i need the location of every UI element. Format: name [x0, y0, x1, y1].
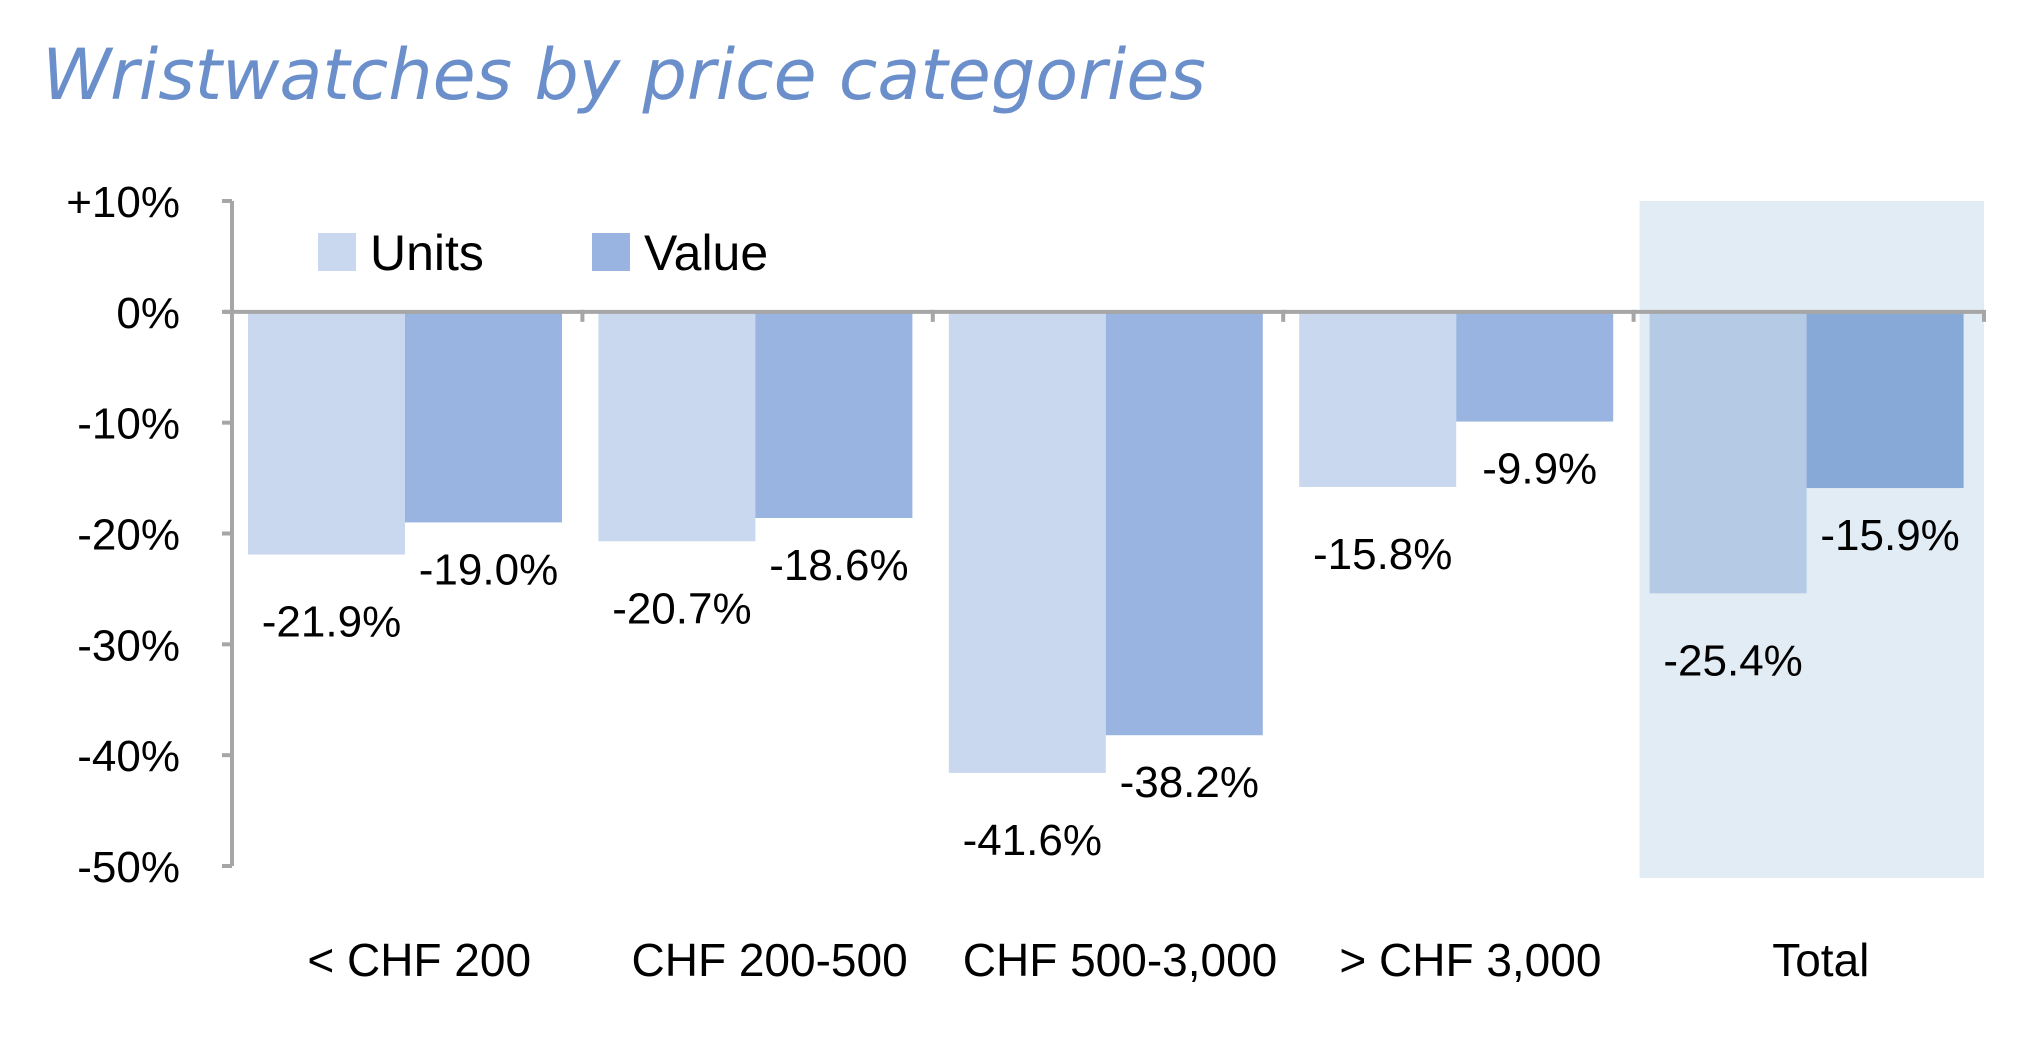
bar-value-4	[1456, 311, 1614, 422]
bar-units-1	[248, 311, 405, 555]
data-label-units-5: -25.4%	[1663, 636, 1802, 685]
bar-value-1	[405, 311, 562, 523]
data-label-units-1: -21.9%	[262, 598, 401, 647]
bar-value-5	[1806, 311, 1964, 489]
y-tick-label-6: -40%	[77, 732, 180, 781]
data-label-value-2: -18.6%	[769, 541, 908, 590]
bar-units-2	[598, 311, 756, 542]
bar-units-5	[1649, 311, 1807, 594]
data-label-value-1: -19.0%	[419, 545, 558, 594]
bar-value-2	[755, 311, 913, 518]
data-label-units-2: -20.7%	[612, 584, 751, 633]
y-tick-label-7: -50%	[77, 843, 180, 892]
legend-label-units: Units	[370, 225, 484, 281]
y-tick-label-2: 0%	[116, 289, 180, 338]
category-label-5: Total	[1772, 934, 1869, 986]
y-tick-label-5: -30%	[77, 621, 180, 670]
data-label-units-3: -41.6%	[963, 816, 1102, 865]
legend: Units Value	[318, 225, 768, 281]
category-label-4: > CHF 3,000	[1339, 934, 1601, 986]
category-label-1: < CHF 200	[307, 934, 531, 986]
data-label-units-4: -15.8%	[1313, 530, 1452, 579]
category-label-3: CHF 500-3,000	[963, 934, 1278, 986]
bar-units-4	[1299, 311, 1457, 487]
category-label-2: CHF 200-500	[632, 934, 908, 986]
axes-layer: +10% 0% -10% -20% -30% -40% -50% < CHF 200 CHF 2…	[66, 178, 1986, 986]
y-tick-label-1: +10%	[66, 178, 180, 227]
data-label-value-5: -15.9%	[1820, 511, 1959, 560]
legend-swatch-value	[592, 233, 630, 271]
y-tick-label-3: -10%	[77, 400, 180, 449]
data-labels-layer: -21.9% -20.7% -41.6% -15.8% -25.4% -19.0% -18.…	[262, 445, 1960, 865]
bar-units-3	[948, 311, 1106, 773]
bar-value-3	[1105, 311, 1263, 736]
legend-swatch-units	[318, 233, 356, 271]
data-label-value-4: -9.9%	[1482, 445, 1597, 494]
legend-label-value: Value	[644, 225, 768, 281]
chart-title: Wristwatches by price categories	[42, 34, 1206, 116]
y-tick-label-4: -20%	[77, 511, 180, 560]
bars-layer	[248, 311, 1964, 773]
data-label-value-3: -38.2%	[1120, 758, 1259, 807]
